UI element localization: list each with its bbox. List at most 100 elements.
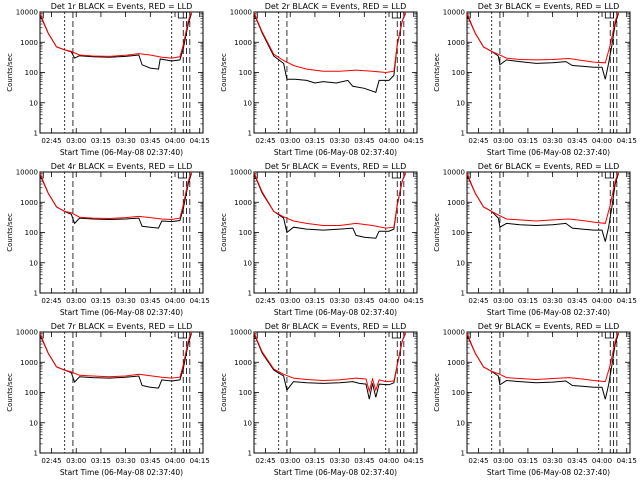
plot-4-title: Det 4r BLACK = Events, RED = LLD: [51, 162, 193, 171]
plot-5-ytick-label: 100: [239, 229, 252, 237]
plot-2-xtick-label: 04:00: [379, 137, 399, 145]
plot-9: Det 9r BLACK = Events, RED = LLD Start Ti…: [433, 322, 637, 477]
plot-8-title: Det 8r BLACK = Events, RED = LLD: [265, 322, 407, 331]
plot-1-xtick-label: 03:15: [91, 137, 111, 145]
plot-1-xtick-label: 02:45: [41, 137, 61, 145]
plot-7-xtick-label: 02:45: [41, 457, 61, 465]
plot-4-ytick-label: 1000: [20, 199, 38, 207]
plot-5-ytick-label: 1000: [234, 199, 252, 207]
plot-5-xlabel: Start Time (06-May-08 02:37:40): [274, 308, 397, 317]
plot-4-xtick-label: 03:15: [91, 297, 111, 305]
plot-8-ytick-label: 1: [248, 450, 252, 458]
plot-7-xtick-label: 04:00: [165, 457, 185, 465]
plot-8-series-events: [253, 333, 406, 400]
plot-6-series-events: [466, 173, 619, 242]
plot-5-ylabel: Counts/sec: [220, 213, 228, 252]
plot-1-series-lld: [39, 11, 192, 59]
plot-9-series-lld: [466, 331, 619, 383]
plot-6-ytick-label: 10000: [443, 169, 465, 177]
plot-8-xtick-label: 03:30: [330, 457, 350, 465]
plot-8-xtick-label: 03:00: [280, 457, 300, 465]
plot-8-flag-box: [391, 331, 401, 339]
plot-4-ytick-label: 10000: [16, 169, 38, 177]
plot-8-xtick-label: 03:15: [305, 457, 325, 465]
plot-3-title: Det 3r BLACK = Events, RED = LLD: [478, 2, 620, 11]
plot-6-xtick-label: 03:30: [543, 297, 563, 305]
plot-9-flag-box: [604, 331, 614, 339]
plot-2-xtick-label: 02:45: [255, 137, 275, 145]
plot-2-ytick-label: 100: [239, 69, 252, 77]
plot-5-xtick-label: 04:00: [379, 297, 399, 305]
plot-2-xtick-label: 03:15: [305, 137, 325, 145]
plot-6-ytick-label: 1: [461, 290, 465, 298]
plot-6-xtick-label: 04:15: [617, 297, 637, 305]
plot-7-ytick-label: 1000: [20, 359, 38, 367]
plot-4-xtick-label: 04:15: [190, 297, 210, 305]
plot-3-xtick-label: 03:45: [567, 137, 587, 145]
plot-9-xtick-label: 03:00: [493, 457, 513, 465]
plot-1-ytick-label: 10: [29, 99, 38, 107]
plot-5-xtick-label: 02:45: [255, 297, 275, 305]
plot-1: Det 1r BLACK = Events, RED = LLD Start Ti…: [6, 2, 210, 157]
plot-9-xlabel: Start Time (06-May-08 02:37:40): [487, 468, 610, 477]
plot-2-series-events: [253, 13, 406, 94]
plot-9-series-events: [466, 333, 619, 400]
plot-2-series-lld: [253, 11, 406, 74]
plot-9-xtick-label: 04:00: [592, 457, 612, 465]
plot-1-flag-box: [177, 11, 187, 19]
plot-9-ytick-label: 10000: [443, 329, 465, 337]
plot-4-ytick-label: 1: [34, 290, 38, 298]
plot-1-title: Det 1r BLACK = Events, RED = LLD: [51, 2, 193, 11]
plot-6-xlabel: Start Time (06-May-08 02:37:40): [487, 308, 610, 317]
plot-7-ytick-label: 100: [25, 389, 38, 397]
plot-4-ylabel: Counts/sec: [6, 213, 14, 252]
plot-7-xtick-label: 03:30: [116, 457, 136, 465]
plot-1-xtick-label: 03:30: [116, 137, 136, 145]
plot-3-ytick-label: 1: [461, 130, 465, 138]
plot-5-xtick-label: 03:45: [354, 297, 374, 305]
plot-1-xtick-label: 03:45: [140, 137, 160, 145]
plot-7-ytick-label: 1: [34, 450, 38, 458]
plot-8-xtick-label: 02:45: [255, 457, 275, 465]
plot-7-xlabel: Start Time (06-May-08 02:37:40): [60, 468, 183, 477]
plot-4: Det 4r BLACK = Events, RED = LLD Start Ti…: [6, 162, 210, 317]
plot-4-series-events: [39, 173, 192, 229]
plot-3-xlabel: Start Time (06-May-08 02:37:40): [487, 148, 610, 157]
plot-9-xtick-label: 04:15: [617, 457, 637, 465]
plot-6-xtick-label: 04:00: [592, 297, 612, 305]
plot-4-ytick-label: 10: [29, 259, 38, 267]
plot-8: Det 8r BLACK = Events, RED = LLD Start Ti…: [220, 322, 424, 477]
plot-1-series-events: [39, 13, 192, 70]
plot-8-xtick-label: 04:00: [379, 457, 399, 465]
plot-2-xtick-label: 03:30: [330, 137, 350, 145]
plot-3-xtick-label: 03:30: [543, 137, 563, 145]
plot-6-series-lld: [466, 171, 619, 224]
plot-7-series-events: [39, 333, 192, 389]
plot-3-flag-box: [604, 11, 614, 19]
plot-2-xlabel: Start Time (06-May-08 02:37:40): [274, 148, 397, 157]
plot-5-ytick-label: 10000: [230, 169, 252, 177]
plot-4-xtick-label: 02:45: [41, 297, 61, 305]
plot-1-xtick-label: 04:15: [190, 137, 210, 145]
plot-2-ytick-label: 10000: [230, 9, 252, 17]
plot-9-title: Det 9r BLACK = Events, RED = LLD: [478, 322, 620, 331]
plot-3-ytick-label: 10000: [443, 9, 465, 17]
plot-7-xtick-label: 03:15: [91, 457, 111, 465]
plot-3-xtick-label: 02:45: [468, 137, 488, 145]
plot-9-ytick-label: 100: [452, 389, 465, 397]
plot-8-series-lld: [253, 331, 406, 394]
plot-2: Det 2r BLACK = Events, RED = LLD Start Ti…: [220, 2, 424, 157]
plot-1-ytick-label: 10000: [16, 9, 38, 17]
plot-2-ytick-label: 10: [243, 99, 252, 107]
plot-8-ytick-label: 100: [239, 389, 252, 397]
plot-4-flag-box: [177, 171, 187, 179]
plot-6-ylabel: Counts/sec: [433, 213, 441, 252]
plot-7-xtick-label: 03:45: [140, 457, 160, 465]
plot-5-xtick-label: 03:15: [305, 297, 325, 305]
plot-2-xtick-label: 03:45: [354, 137, 374, 145]
plot-1-ylabel: Counts/sec: [6, 53, 14, 92]
plot-5: Det 5r BLACK = Events, RED = LLD Start Ti…: [220, 162, 424, 317]
plot-6-title: Det 6r BLACK = Events, RED = LLD: [478, 162, 620, 171]
plot-7-ytick-label: 10: [29, 419, 38, 427]
